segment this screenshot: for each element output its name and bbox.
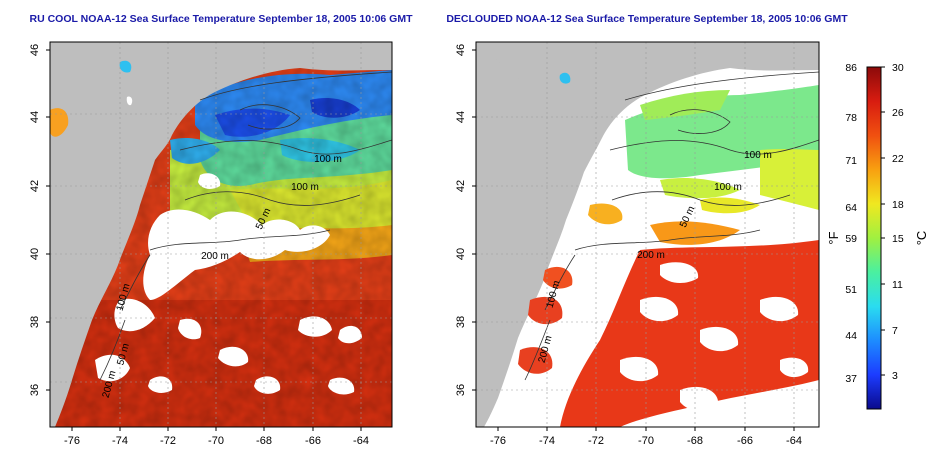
celsius-tick-label: 15	[892, 233, 904, 245]
x-tick-label: -72	[588, 435, 604, 447]
celsius-tick-label: 22	[892, 153, 904, 165]
contour-label: 200 m	[201, 251, 229, 262]
y-tick-label: 36	[29, 384, 41, 396]
celsius-tick-label: 3	[892, 370, 898, 382]
left-map-title: RU COOL NOAA-12 Sea Surface Temperature …	[29, 13, 413, 25]
x-tick-label: -70	[208, 435, 224, 447]
x-tick-label: -76	[64, 435, 80, 447]
x-tick-label: -66	[737, 435, 753, 447]
colorbar: 86 78 71 64 59 51 44 37 30 26 22 18 15 11 7 3 °F °C	[826, 62, 929, 410]
fahrenheit-tick-label: 78	[845, 112, 857, 124]
y-tick-label: 42	[29, 180, 41, 192]
celsius-tick-label: 11	[892, 279, 903, 291]
y-tick-label: 40	[29, 248, 41, 260]
fahrenheit-tick-label: 86	[845, 62, 857, 74]
y-tick-label: 38	[29, 316, 41, 328]
celsius-tick-label: 30	[892, 62, 904, 74]
y-tick-label: 46	[29, 44, 41, 56]
fahrenheit-label: °F	[826, 231, 841, 244]
colorbar-gradient	[866, 66, 882, 410]
x-tick-label: -76	[490, 435, 506, 447]
x-tick-label: -66	[305, 435, 321, 447]
x-tick-label: -64	[786, 435, 802, 447]
x-tick-label: -64	[353, 435, 369, 447]
left-y-axis: 36 38 40 42 44 46	[29, 44, 50, 396]
celsius-tick-label: 7	[892, 325, 898, 337]
contour-label: 100 m	[291, 182, 319, 193]
right-y-axis: 36 38 40 42 44 46	[455, 44, 476, 396]
celsius-tick-label: 18	[892, 199, 904, 211]
celsius-label: °C	[914, 231, 929, 246]
colorbar-ticks: 86 78 71 64 59 51 44 37 30 26 22 18 15 11 7 3	[845, 62, 904, 385]
x-tick-label: -74	[539, 435, 555, 447]
y-tick-label: 46	[455, 44, 467, 56]
fahrenheit-tick-label: 37	[845, 373, 857, 385]
y-tick-label: 42	[455, 180, 467, 192]
right-map-frame	[475, 41, 820, 428]
y-tick-label: 44	[455, 111, 467, 123]
y-tick-label: 40	[455, 248, 467, 260]
x-tick-label: -68	[687, 435, 703, 447]
right-x-axis: -76 -74 -72 -70 -68 -66 -64	[490, 427, 802, 447]
celsius-tick-label: 26	[892, 107, 904, 119]
fahrenheit-tick-label: 71	[845, 155, 857, 167]
x-tick-label: -68	[256, 435, 272, 447]
fahrenheit-tick-label: 64	[845, 202, 857, 214]
contour-label: 200 m	[637, 250, 665, 261]
contour-label: 100 m	[714, 182, 742, 193]
fahrenheit-tick-label: 44	[845, 330, 857, 342]
x-tick-label: -74	[112, 435, 128, 447]
left-map	[50, 42, 392, 427]
right-map	[476, 42, 819, 427]
fahrenheit-tick-label: 59	[845, 233, 857, 245]
y-tick-label: 38	[455, 316, 467, 328]
right-map-title: DECLOUDED NOAA-12 Sea Surface Temperatur…	[446, 13, 848, 25]
left-x-axis: -76 -74 -72 -70 -68 -66 -64	[64, 427, 369, 447]
x-tick-label: -70	[638, 435, 654, 447]
fahrenheit-tick-label: 51	[845, 284, 857, 296]
x-tick-label: -72	[160, 435, 176, 447]
y-tick-label: 36	[455, 384, 467, 396]
contour-label: 100 m	[744, 150, 772, 161]
contour-label: 100 m	[314, 154, 342, 165]
left-map-frame	[49, 41, 393, 428]
y-tick-label: 44	[29, 111, 41, 123]
